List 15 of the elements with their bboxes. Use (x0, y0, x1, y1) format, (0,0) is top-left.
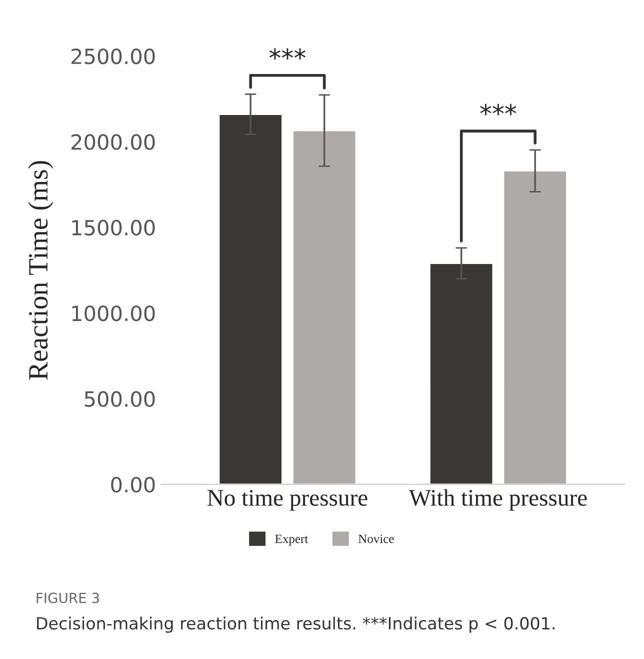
y-tick-label: 1500.00 (72, 220, 155, 236)
y-axis-title: Reaction Time (ms) (28, 161, 54, 380)
y-tick-label: 2500.00 (72, 48, 155, 64)
legend-label: Novice (358, 534, 394, 544)
x-tick-label: No time pressure (207, 490, 368, 511)
y-tick-label: 2000.00 (72, 134, 155, 150)
legend-label: Expert (275, 534, 308, 546)
annotation: *** (269, 48, 306, 60)
y-tick-label: 500.00 (84, 391, 155, 407)
y-tick-label: 0.00 (111, 476, 155, 493)
y-tick-label: 1000.00 (72, 305, 155, 322)
caption: FIGURE 3 (36, 592, 99, 604)
annotation: *** (480, 104, 516, 116)
text: Decision-making reaction time results. ***Indicates p < 0.001. (37, 616, 554, 633)
x-tick-label: With time pressure (408, 489, 587, 511)
